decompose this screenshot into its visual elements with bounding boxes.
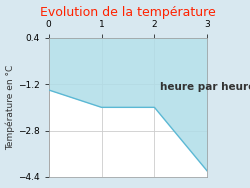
Text: heure par heure: heure par heure — [160, 82, 250, 92]
Y-axis label: Température en °C: Température en °C — [6, 65, 15, 150]
Title: Evolution de la température: Evolution de la température — [40, 6, 216, 19]
